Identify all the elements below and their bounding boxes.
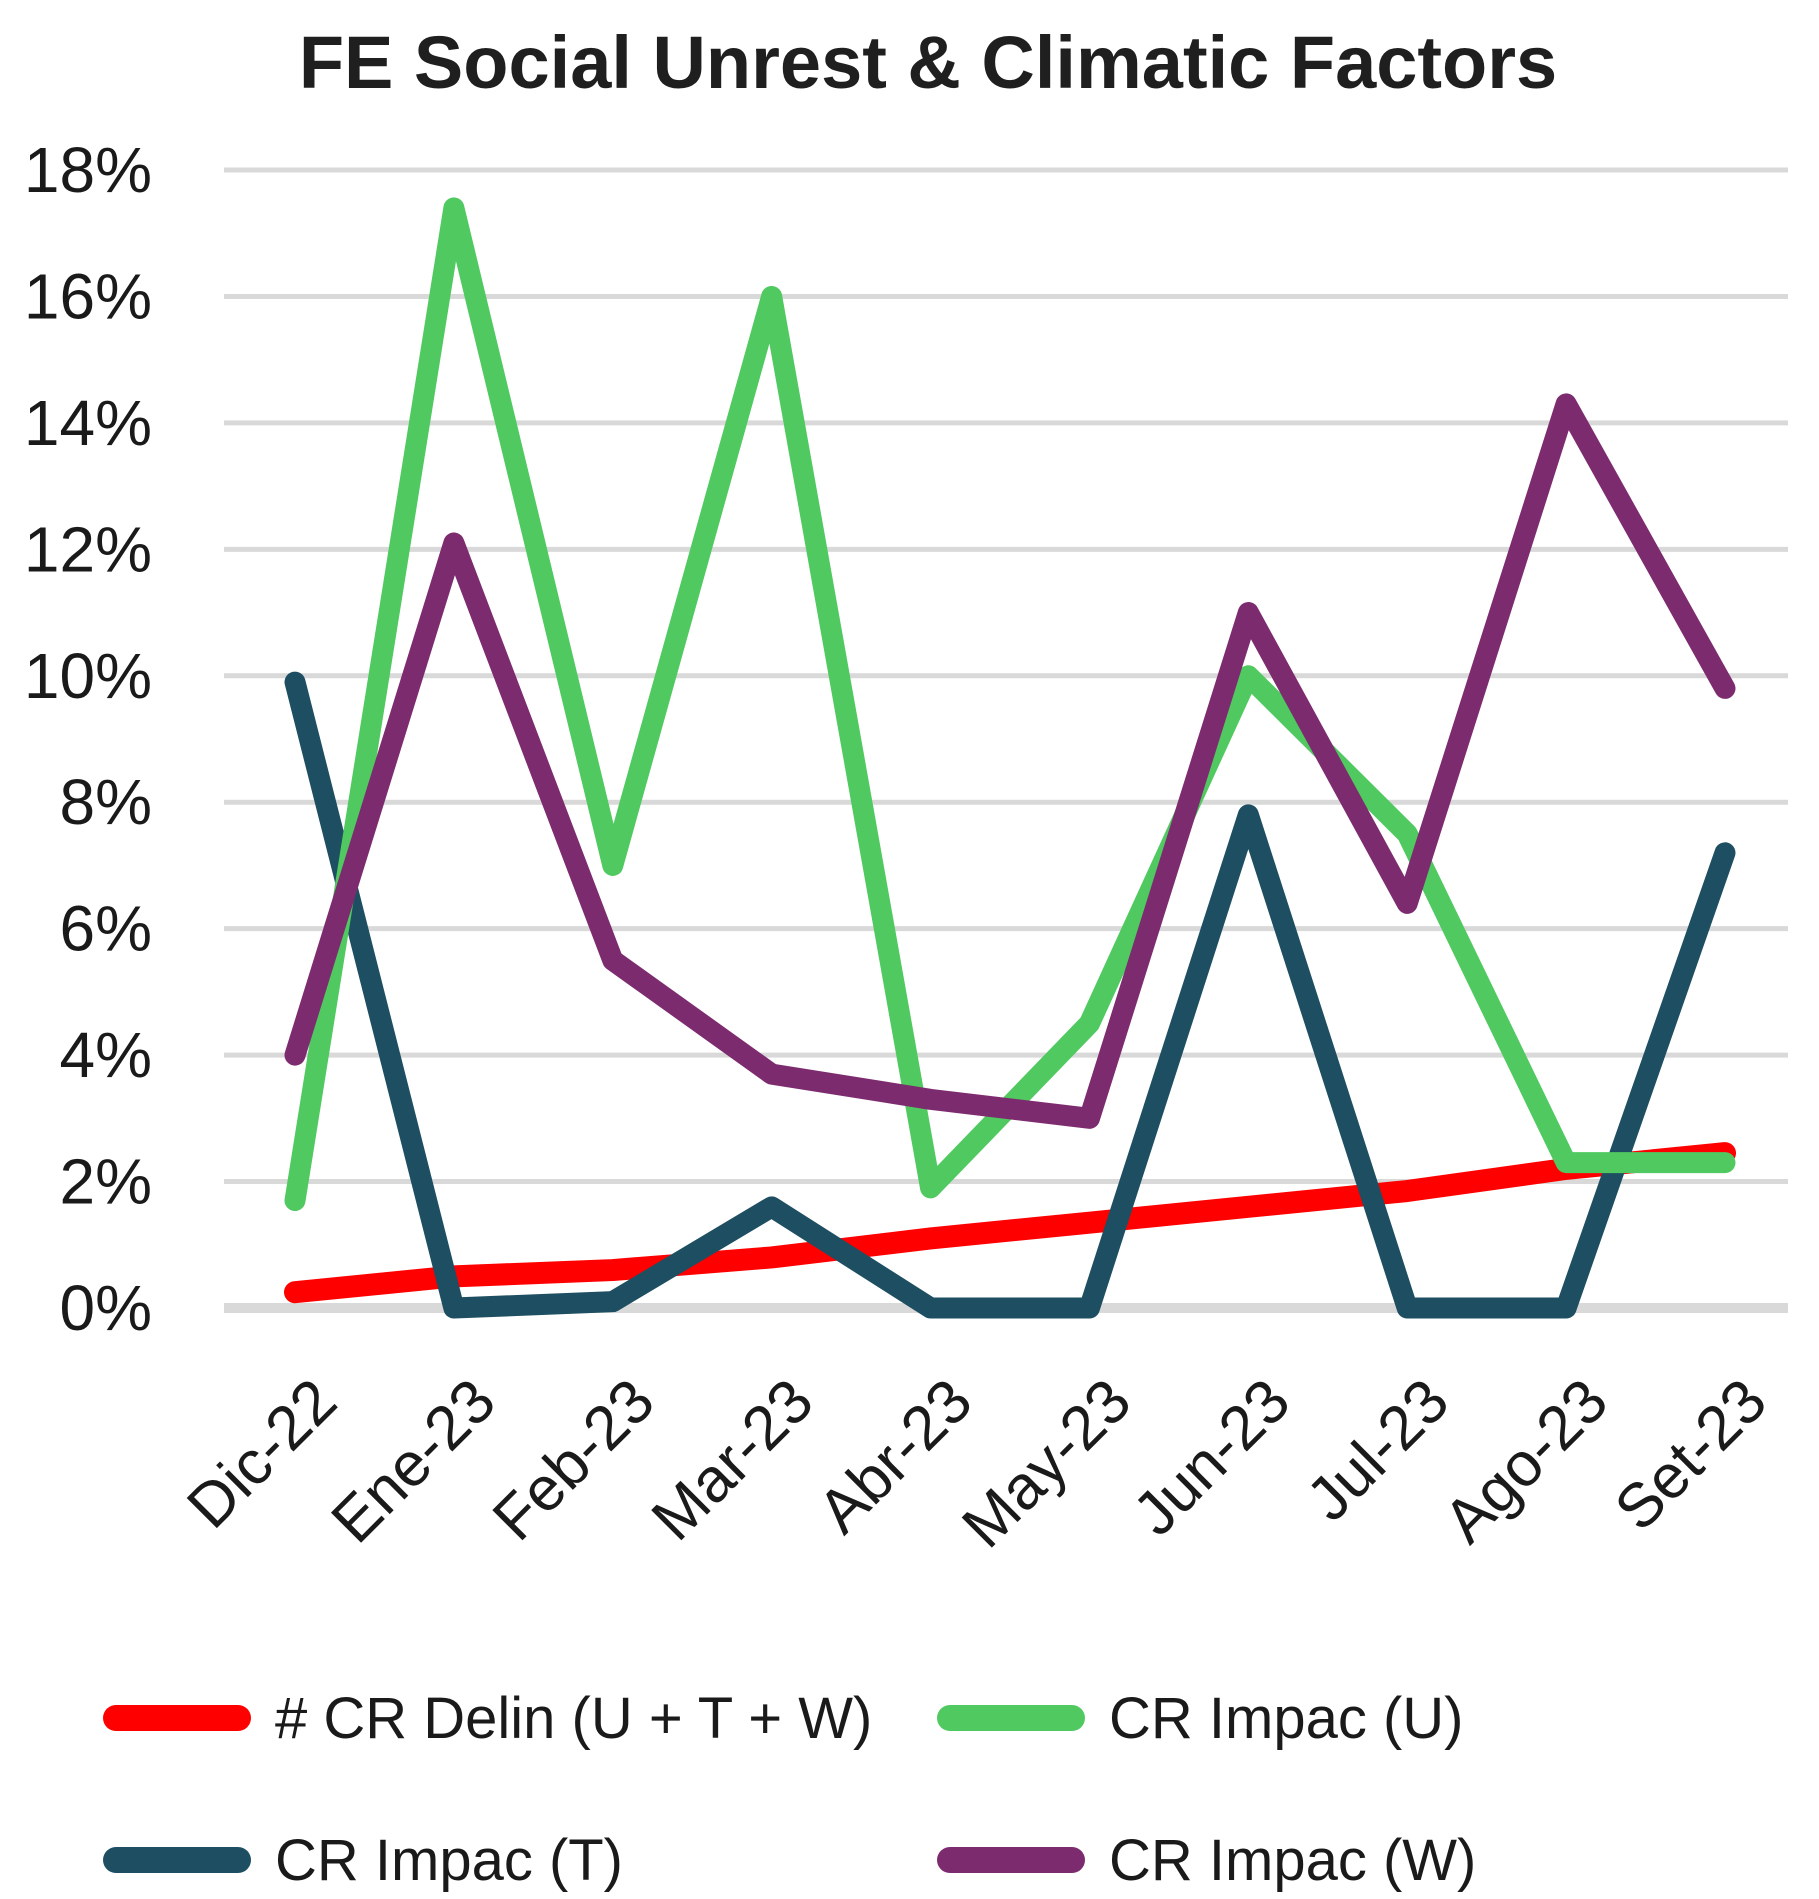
legend-label: # CR Delin (U + T + W)	[275, 1685, 873, 1751]
legend-label: CR Impac (T)	[275, 1827, 623, 1893]
x-axis-tick-label: Mar-23	[639, 1366, 827, 1554]
legend-swatch-teal	[103, 1847, 251, 1873]
legend-item-cr-impac-u: CR Impac (U)	[937, 1682, 1463, 1754]
legend-label: CR Impac (W)	[1109, 1827, 1477, 1893]
y-axis-tick-label: 4%	[60, 1019, 153, 1091]
series-lines	[284, 197, 1736, 1319]
legend-item-cr-impac-t: CR Impac (T)	[103, 1824, 623, 1896]
legend-label: CR Impac (U)	[1109, 1685, 1464, 1751]
legend-swatch-purple	[937, 1847, 1085, 1873]
y-axis-tick-label: 12%	[24, 513, 152, 585]
y-axis-tick-label: 8%	[60, 766, 153, 838]
x-axis-tick-label: Feb-23	[480, 1366, 668, 1554]
x-axis-tick-label: Ago-23	[1431, 1366, 1621, 1556]
x-axis-tick-label: Set-23	[1602, 1366, 1780, 1544]
series-line-1	[284, 1142, 1736, 1304]
y-axis-tick-label: 6%	[60, 893, 153, 965]
y-axis-tick-labels: 18% 16% 14% 12% 10% 8% 6% 4% 2% 0%	[24, 134, 152, 1344]
series-line-4	[284, 393, 1736, 1129]
legend-item-cr-impac-w: CR Impac (W)	[937, 1824, 1476, 1896]
legend-swatch-green	[937, 1705, 1085, 1731]
y-axis-tick-label: 2%	[60, 1146, 153, 1218]
y-axis-tick-label: 16%	[24, 260, 152, 332]
y-axis-tick-label: 0%	[60, 1272, 153, 1344]
series-line-3	[284, 671, 1736, 1319]
chart-title: FE Social Unrest & Climatic Factors	[299, 21, 1557, 104]
x-axis-tick-label: Jun-23	[1120, 1366, 1303, 1549]
x-axis-tick-label: Ene-23	[319, 1366, 509, 1556]
y-axis-tick-label: 18%	[24, 134, 152, 206]
legend-swatch-red	[103, 1705, 251, 1731]
legend-item-cr-delin: # CR Delin (U + T + W)	[103, 1682, 872, 1754]
y-axis-tick-label: 10%	[24, 640, 152, 712]
x-axis-tick-label: Dic-22	[174, 1366, 349, 1541]
x-axis-tick-label: May-23	[949, 1366, 1144, 1561]
x-axis-tick-labels: Dic-22Ene-23Feb-23Mar-23Abr-23May-23Jun-…	[174, 1366, 1779, 1561]
y-axis-tick-label: 14%	[24, 387, 152, 459]
